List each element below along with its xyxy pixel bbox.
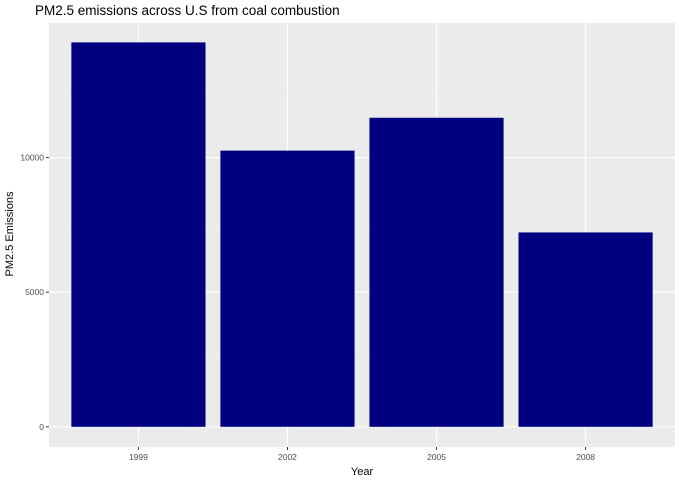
chart-title: PM2.5 emissions across U.S from coal com… <box>35 3 340 18</box>
y-axis-title: PM2.5 Emissions <box>4 191 16 276</box>
y-tick-label: 0 <box>39 422 44 432</box>
x-axis: 1999 2002 2005 2008 <box>129 447 595 462</box>
x-tick-label: 1999 <box>129 452 148 462</box>
x-axis-title: Year <box>351 466 374 478</box>
bar-2008 <box>518 232 653 427</box>
bar-1999 <box>71 42 206 427</box>
bar-2005 <box>369 117 504 427</box>
y-tick-label: 5000 <box>25 287 44 297</box>
x-tick-label: 2005 <box>427 452 446 462</box>
y-tick-label: 10000 <box>20 153 44 163</box>
x-tick-label: 2008 <box>576 452 595 462</box>
x-tick-label: 2002 <box>278 452 297 462</box>
bar-2002 <box>220 150 355 427</box>
bars <box>71 42 653 427</box>
y-axis: 0 5000 10000 <box>20 153 49 432</box>
